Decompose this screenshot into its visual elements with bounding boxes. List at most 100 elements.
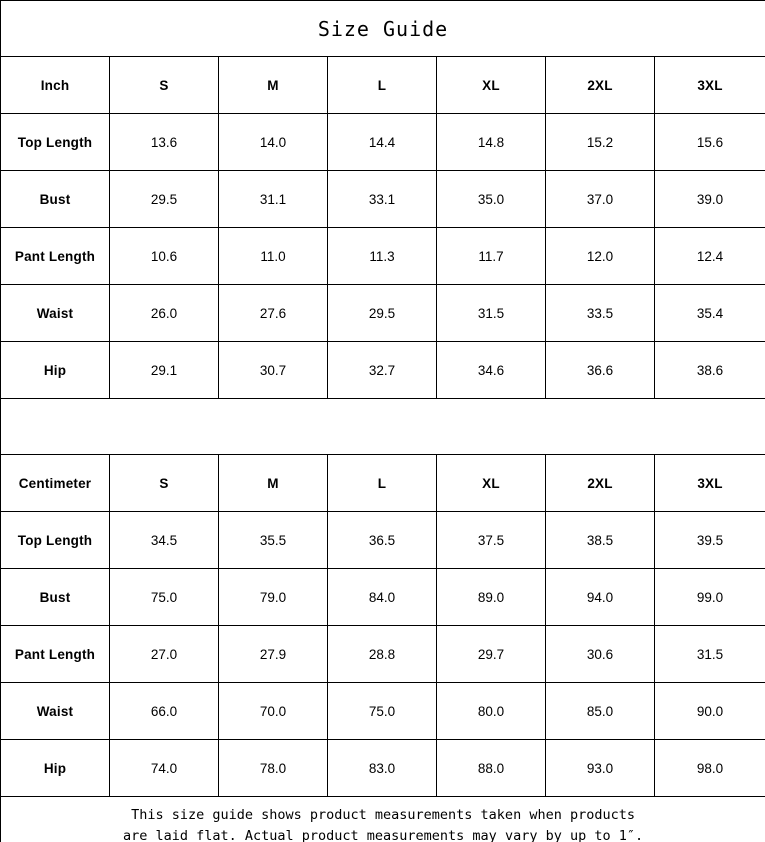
cell-waist-cm-2xl: 85.0 (545, 682, 655, 740)
table-row: Top Length 34.5 35.5 36.5 37.5 38.5 39.5 (0, 511, 765, 569)
cell-top-length-inch-2xl: 15.2 (545, 113, 655, 171)
cell-bust-inch-s: 29.5 (109, 170, 219, 228)
cell-waist-cm-m: 70.0 (218, 682, 328, 740)
cell-top-length-cm-2xl: 38.5 (545, 511, 655, 569)
row-label-top-length-inch: Top Length (0, 113, 110, 171)
table-row: Hip 74.0 78.0 83.0 88.0 93.0 98.0 (0, 739, 765, 797)
cell-hip-cm-l: 83.0 (327, 739, 437, 797)
inch-col-header-m: M (218, 56, 328, 114)
row-label-bust-inch: Bust (0, 170, 110, 228)
row-label-waist-cm: Waist (0, 682, 110, 740)
row-label-top-length-cm: Top Length (0, 511, 110, 569)
table-row: Hip 29.1 30.7 32.7 34.6 36.6 38.6 (0, 341, 765, 399)
cell-waist-inch-l: 29.5 (327, 284, 437, 342)
cell-bust-cm-xl: 89.0 (436, 568, 546, 626)
table-row: Bust 29.5 31.1 33.1 35.0 37.0 39.0 (0, 170, 765, 228)
cell-pant-length-cm-2xl: 30.6 (545, 625, 655, 683)
row-label-pant-length-inch: Pant Length (0, 227, 110, 285)
cell-top-length-inch-l: 14.4 (327, 113, 437, 171)
table-row: Waist 26.0 27.6 29.5 31.5 33.5 35.4 (0, 284, 765, 342)
cell-pant-length-cm-3xl: 31.5 (653, 625, 765, 683)
table-spacer-cell (0, 398, 765, 455)
cell-top-length-inch-xl: 14.8 (436, 113, 546, 171)
cell-top-length-inch-m: 14.0 (218, 113, 328, 171)
row-label-bust-cm: Bust (0, 568, 110, 626)
cell-bust-cm-l: 84.0 (327, 568, 437, 626)
table-row: Top Length 13.6 14.0 14.4 14.8 15.2 15.6 (0, 113, 765, 171)
cell-hip-inch-xl: 34.6 (436, 341, 546, 399)
cell-pant-length-cm-m: 27.9 (218, 625, 328, 683)
cell-pant-length-inch-l: 11.3 (327, 227, 437, 285)
inch-col-header-3xl: 3XL (653, 56, 765, 114)
centimeter-col-header-2xl: 2XL (545, 454, 655, 512)
cell-bust-inch-xl: 35.0 (436, 170, 546, 228)
centimeter-col-header-3xl: 3XL (653, 454, 765, 512)
cell-waist-cm-xl: 80.0 (436, 682, 546, 740)
cell-top-length-cm-3xl: 39.5 (653, 511, 765, 569)
cell-top-length-cm-xl: 37.5 (436, 511, 546, 569)
cell-pant-length-inch-3xl: 12.4 (653, 227, 765, 285)
cell-waist-inch-2xl: 33.5 (545, 284, 655, 342)
centimeter-col-header-s: S (109, 454, 219, 512)
cell-pant-length-cm-l: 28.8 (327, 625, 437, 683)
cell-waist-inch-3xl: 35.4 (653, 284, 765, 342)
cell-hip-inch-l: 32.7 (327, 341, 437, 399)
table-row: Bust 75.0 79.0 84.0 89.0 94.0 99.0 (0, 568, 765, 626)
cell-pant-length-inch-s: 10.6 (109, 227, 219, 285)
cell-waist-inch-xl: 31.5 (436, 284, 546, 342)
cell-hip-inch-2xl: 36.6 (545, 341, 655, 399)
centimeter-unit-label: Centimeter (0, 454, 110, 512)
cell-hip-cm-s: 74.0 (109, 739, 219, 797)
cell-top-length-inch-3xl: 15.6 (653, 113, 765, 171)
table-row: Pant Length 27.0 27.9 28.8 29.7 30.6 31.… (0, 625, 765, 683)
title-row: Size Guide (0, 0, 765, 57)
row-label-pant-length-cm: Pant Length (0, 625, 110, 683)
cell-hip-cm-2xl: 93.0 (545, 739, 655, 797)
cell-hip-inch-s: 29.1 (109, 341, 219, 399)
cell-bust-inch-m: 31.1 (218, 170, 328, 228)
row-label-hip-cm: Hip (0, 739, 110, 797)
cell-bust-cm-s: 75.0 (109, 568, 219, 626)
cell-top-length-cm-m: 35.5 (218, 511, 328, 569)
footer-note-row: This size guide shows product measuremen… (0, 796, 765, 842)
cell-waist-inch-s: 26.0 (109, 284, 219, 342)
cell-hip-cm-xl: 88.0 (436, 739, 546, 797)
inch-col-header-s: S (109, 56, 219, 114)
footer-note: This size guide shows product measuremen… (0, 796, 765, 842)
table-row: Pant Length 10.6 11.0 11.3 11.7 12.0 12.… (0, 227, 765, 285)
cell-pant-length-inch-2xl: 12.0 (545, 227, 655, 285)
cell-bust-inch-l: 33.1 (327, 170, 437, 228)
cell-waist-cm-s: 66.0 (109, 682, 219, 740)
cell-top-length-cm-l: 36.5 (327, 511, 437, 569)
cell-top-length-inch-s: 13.6 (109, 113, 219, 171)
row-label-hip-inch: Hip (0, 341, 110, 399)
cell-hip-cm-3xl: 98.0 (653, 739, 765, 797)
cell-bust-cm-m: 79.0 (218, 568, 328, 626)
cell-waist-cm-l: 75.0 (327, 682, 437, 740)
centimeter-col-header-l: L (327, 454, 437, 512)
cell-top-length-cm-s: 34.5 (109, 511, 219, 569)
page-title: Size Guide (0, 0, 765, 57)
inch-header-row: Inch S M L XL 2XL 3XL (0, 56, 765, 114)
inch-col-header-2xl: 2XL (545, 56, 655, 114)
inch-unit-label: Inch (0, 56, 110, 114)
cell-hip-inch-m: 30.7 (218, 341, 328, 399)
inch-col-header-l: L (327, 56, 437, 114)
centimeter-header-row: Centimeter S M L XL 2XL 3XL (0, 454, 765, 512)
cell-bust-inch-3xl: 39.0 (653, 170, 765, 228)
cell-waist-cm-3xl: 90.0 (653, 682, 765, 740)
cell-pant-length-inch-xl: 11.7 (436, 227, 546, 285)
table-row: Waist 66.0 70.0 75.0 80.0 85.0 90.0 (0, 682, 765, 740)
cell-pant-length-inch-m: 11.0 (218, 227, 328, 285)
table-spacer-row (0, 398, 765, 455)
cell-bust-cm-2xl: 94.0 (545, 568, 655, 626)
cell-pant-length-cm-xl: 29.7 (436, 625, 546, 683)
cell-hip-inch-3xl: 38.6 (653, 341, 765, 399)
cell-pant-length-cm-s: 27.0 (109, 625, 219, 683)
cell-bust-inch-2xl: 37.0 (545, 170, 655, 228)
cell-hip-cm-m: 78.0 (218, 739, 328, 797)
cell-bust-cm-3xl: 99.0 (653, 568, 765, 626)
